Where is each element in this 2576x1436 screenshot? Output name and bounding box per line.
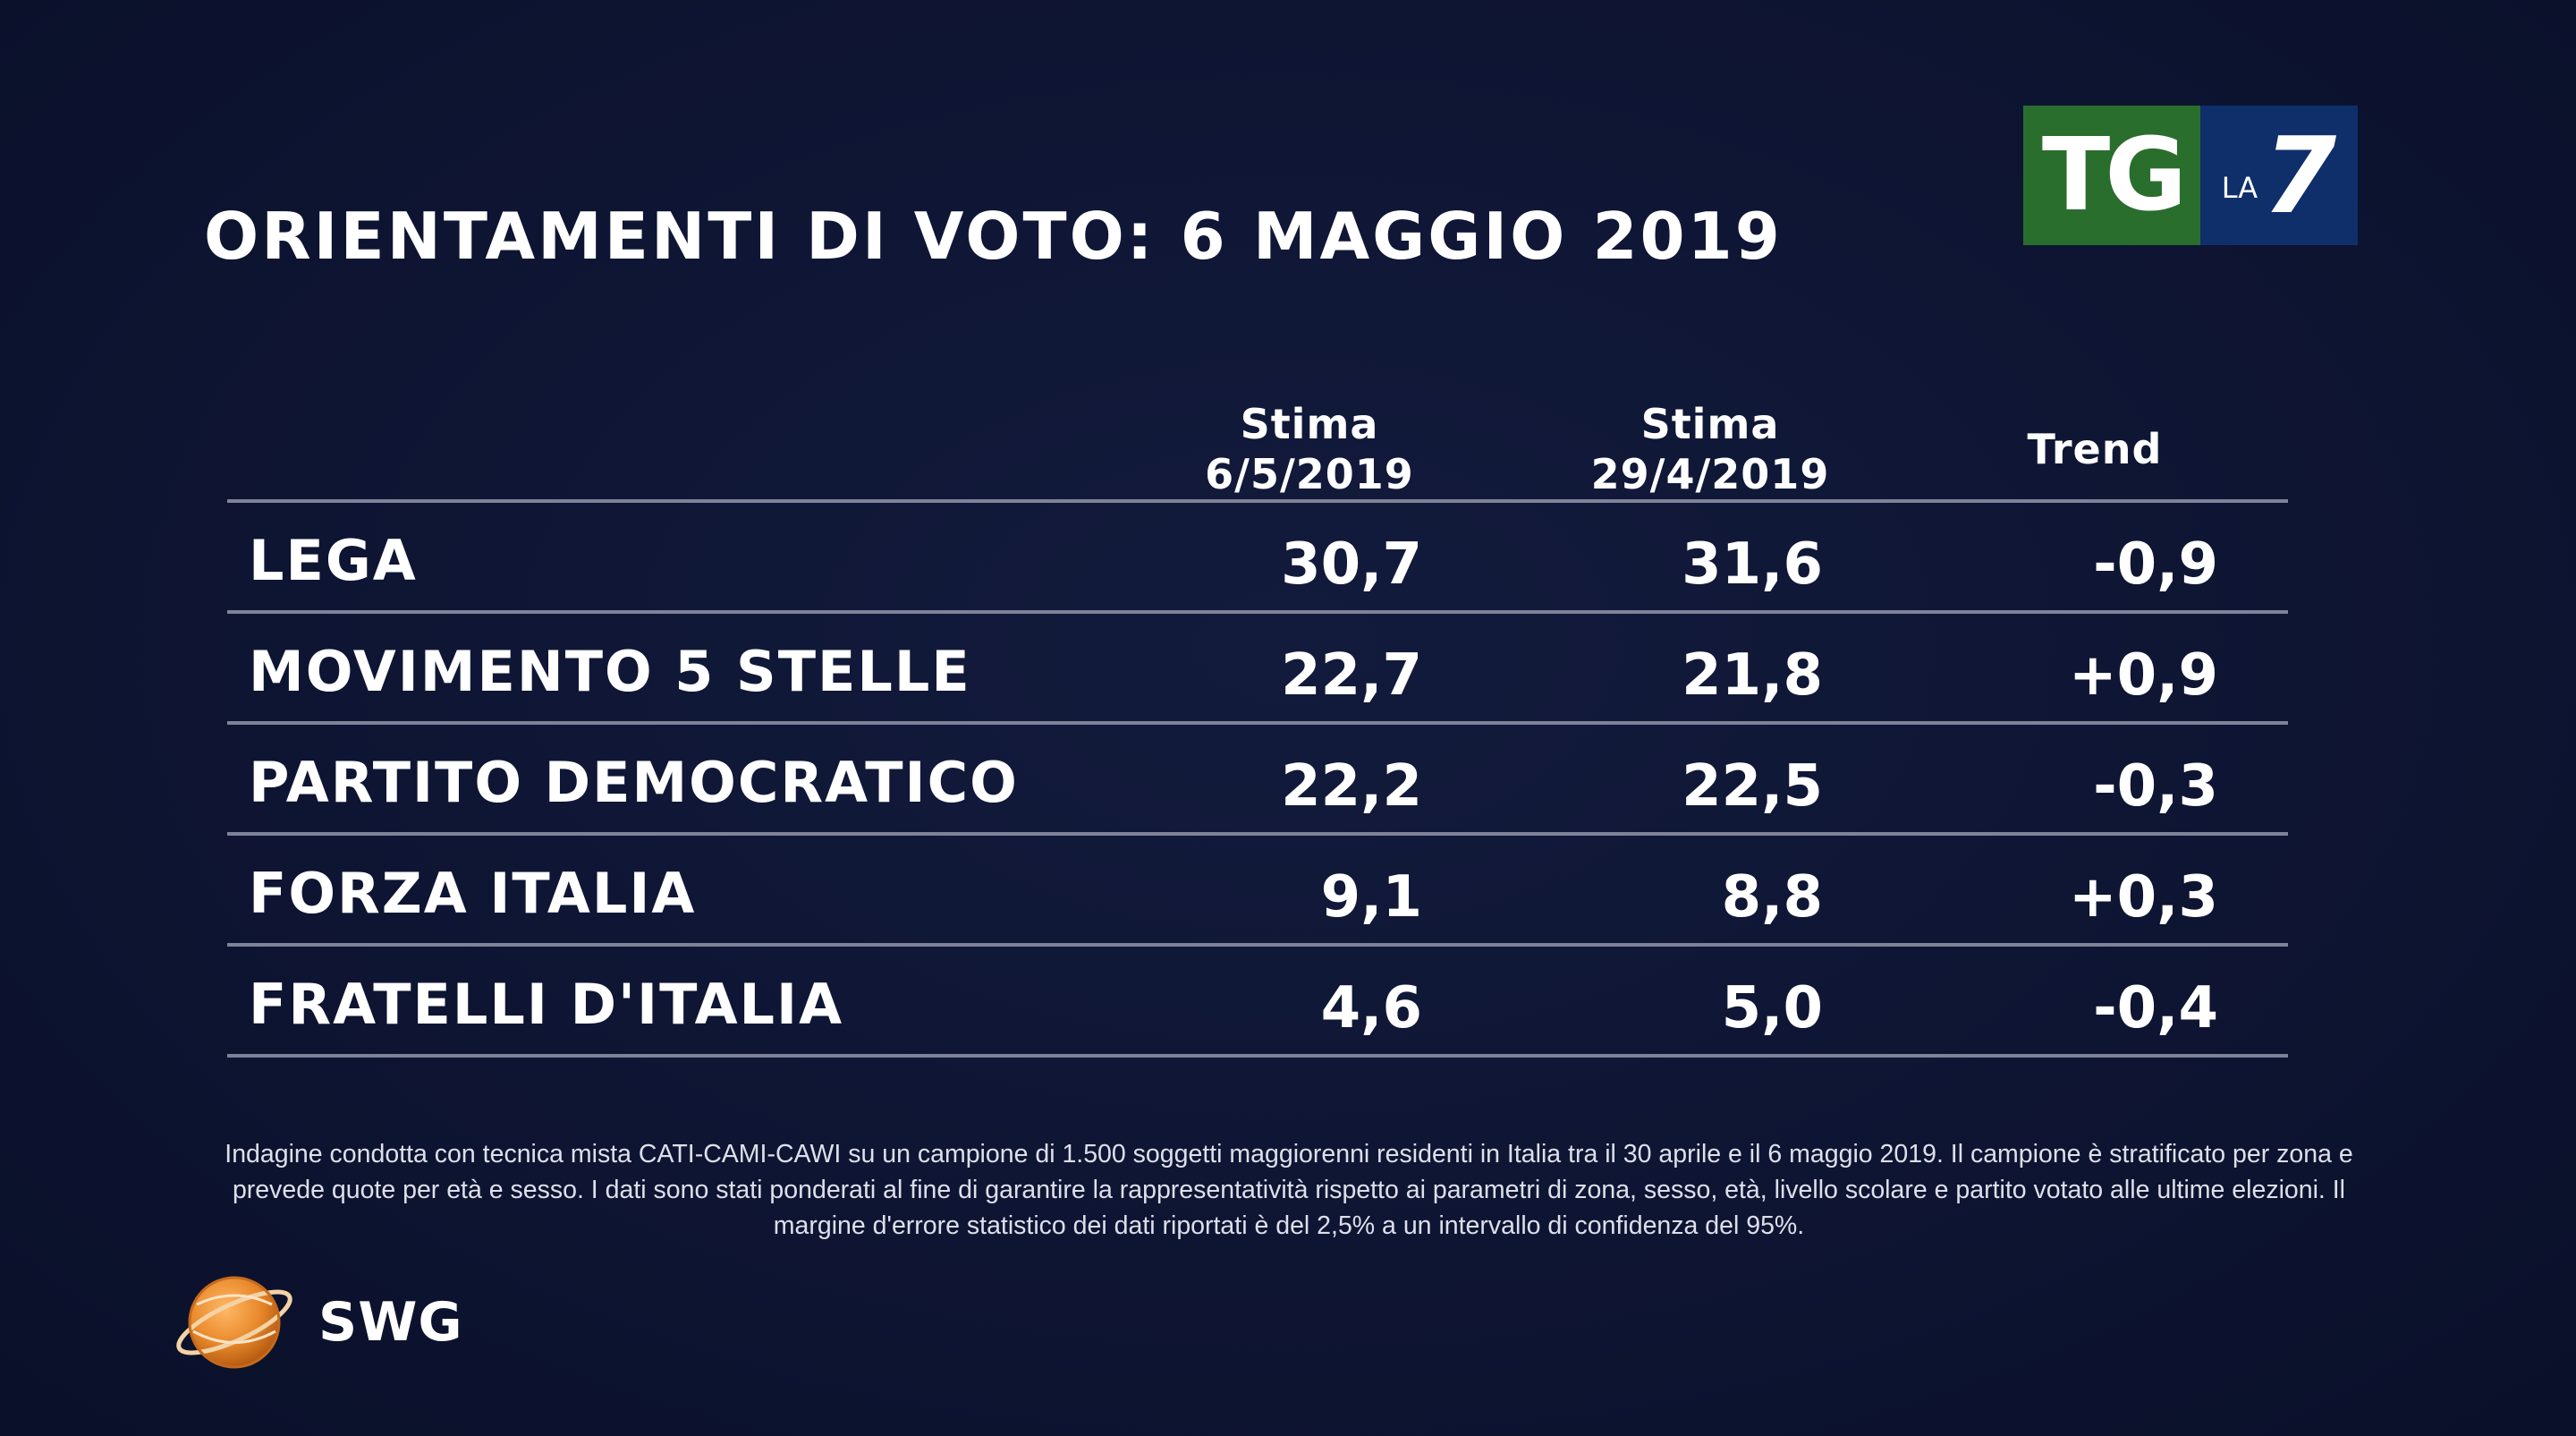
party-name: PARTITO DEMOCRATICO bbox=[249, 750, 1019, 815]
stima-6-5-value: 22,2 bbox=[1281, 753, 1422, 820]
stima-29-4-value: 22,5 bbox=[1682, 753, 1823, 820]
page-title: ORIENTAMENTI DI VOTO: 6 MAGGIO 2019 bbox=[204, 199, 1783, 274]
trend-value: -0,9 bbox=[2093, 531, 2218, 598]
party-name: FORZA ITALIA bbox=[249, 861, 697, 926]
table-divider bbox=[227, 610, 2288, 614]
trend-value: -0,4 bbox=[2093, 975, 2218, 1041]
header-stima-6-5: Stima 6/5/2019 bbox=[1122, 399, 1497, 499]
seven-logo-text: 7 bbox=[2263, 114, 2337, 237]
methodology-footnote: Indagine condotta con tecnica mista CATI… bbox=[225, 1140, 2353, 1240]
table-divider bbox=[227, 832, 2288, 836]
globe-icon bbox=[176, 1276, 292, 1369]
table-row: FRATELLI D'ITALIA 4,6 5,0 -0,4 bbox=[227, 947, 2288, 1054]
trend-value: +0,3 bbox=[2069, 864, 2218, 930]
stima-29-4-value: 8,8 bbox=[1721, 864, 1823, 930]
table-divider bbox=[227, 721, 2288, 725]
header-stima-29-4-line1: Stima bbox=[1640, 400, 1780, 448]
table-row: PARTITO DEMOCRATICO 22,2 22,5 -0,3 bbox=[227, 725, 2288, 832]
header-trend: Trend bbox=[2027, 425, 2163, 473]
la7-logo-block: LA 7 bbox=[2200, 106, 2358, 245]
stima-6-5-value: 4,6 bbox=[1320, 975, 1422, 1041]
poll-table: Stima 6/5/2019 Stima 29/4/2019 Trend LEG… bbox=[227, 387, 2288, 1058]
stima-6-5-value: 22,7 bbox=[1281, 642, 1422, 709]
trend-value: -0,3 bbox=[2093, 753, 2218, 820]
party-name: FRATELLI D'ITALIA bbox=[249, 972, 844, 1037]
header-stima-6-5-line2: 6/5/2019 bbox=[1205, 450, 1414, 498]
tg-logo-block: TG bbox=[2023, 106, 2200, 245]
header-stima-6-5-line1: Stima bbox=[1240, 400, 1379, 448]
trend-value: +0,9 bbox=[2069, 642, 2218, 709]
party-name: MOVIMENTO 5 STELLE bbox=[249, 639, 971, 704]
la-logo-text: LA bbox=[2221, 171, 2258, 205]
tg-la7-logo: TG LA 7 bbox=[2023, 106, 2358, 245]
table-row: MOVIMENTO 5 STELLE 22,7 21,8 +0,9 bbox=[227, 614, 2288, 721]
table-row: FORZA ITALIA 9,1 8,8 +0,3 bbox=[227, 836, 2288, 943]
table-header: Stima 6/5/2019 Stima 29/4/2019 Trend bbox=[227, 387, 2288, 499]
party-name: LEGA bbox=[249, 528, 418, 593]
stima-6-5-value: 30,7 bbox=[1281, 531, 1422, 598]
table-divider bbox=[227, 499, 2288, 503]
stima-29-4-value: 31,6 bbox=[1682, 531, 1823, 598]
stima-29-4-value: 21,8 bbox=[1682, 642, 1823, 709]
header-stima-29-4: Stima 29/4/2019 bbox=[1522, 399, 1898, 499]
stima-29-4-value: 5,0 bbox=[1721, 975, 1823, 1041]
stima-6-5-value: 9,1 bbox=[1320, 864, 1422, 930]
table-divider bbox=[227, 1054, 2288, 1058]
swg-logo: SWG bbox=[170, 1269, 463, 1376]
header-stima-29-4-line2: 29/4/2019 bbox=[1590, 450, 1830, 498]
table-divider bbox=[227, 943, 2288, 947]
table-row: LEGA 30,7 31,6 -0,9 bbox=[227, 503, 2288, 610]
swg-brand-text: SWG bbox=[318, 1291, 463, 1354]
